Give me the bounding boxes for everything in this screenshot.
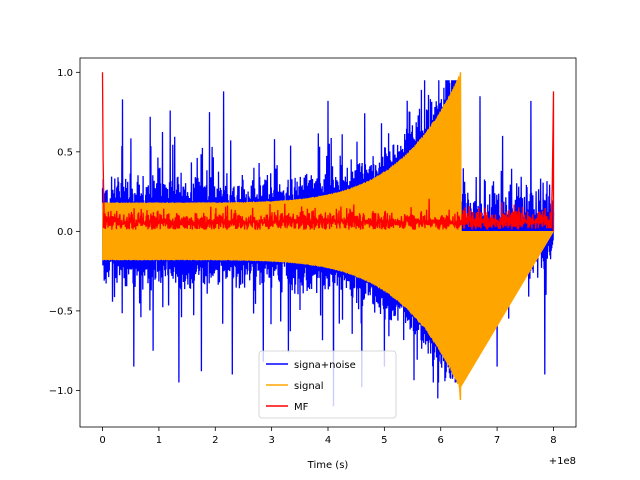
y-tick-label: 1.0 — [57, 68, 73, 79]
x-tick-label: 0 — [99, 435, 105, 446]
x-offset-label: +1e8 — [549, 456, 576, 467]
series-line-signal-edge-neg — [458, 231, 462, 401]
x-axis: 0 1 2 3 4 5 6 7 8 — [99, 427, 557, 446]
x-axis-label: Time (s) — [307, 460, 349, 471]
x-tick-label: 7 — [494, 435, 500, 446]
x-tick-label: 8 — [550, 435, 556, 446]
plot-area — [101, 72, 555, 407]
x-tick-label: 2 — [212, 435, 218, 446]
y-axis: −1.0 −0.5 0.0 0.5 1.0 — [49, 68, 80, 397]
legend: signa+noise signal MF — [258, 350, 397, 419]
legend-label-signal: signal — [294, 381, 324, 392]
x-tick-label: 3 — [268, 435, 274, 446]
x-tick-label: 5 — [381, 435, 387, 446]
x-tick-label: 1 — [156, 435, 162, 446]
y-tick-label: 0.5 — [57, 147, 73, 158]
y-tick-label: 0.0 — [57, 227, 73, 238]
y-tick-label: −1.0 — [49, 386, 73, 397]
x-tick-label: 6 — [438, 435, 444, 446]
legend-label-signa-noise: signa+noise — [294, 360, 356, 371]
legend-label-mf: MF — [294, 402, 309, 413]
y-tick-label: −0.5 — [49, 306, 73, 317]
legend-box — [258, 350, 397, 419]
x-tick-label: 4 — [325, 435, 331, 446]
series-line-signal-edge-pos — [458, 72, 462, 232]
series-line-mf — [101, 72, 555, 232]
